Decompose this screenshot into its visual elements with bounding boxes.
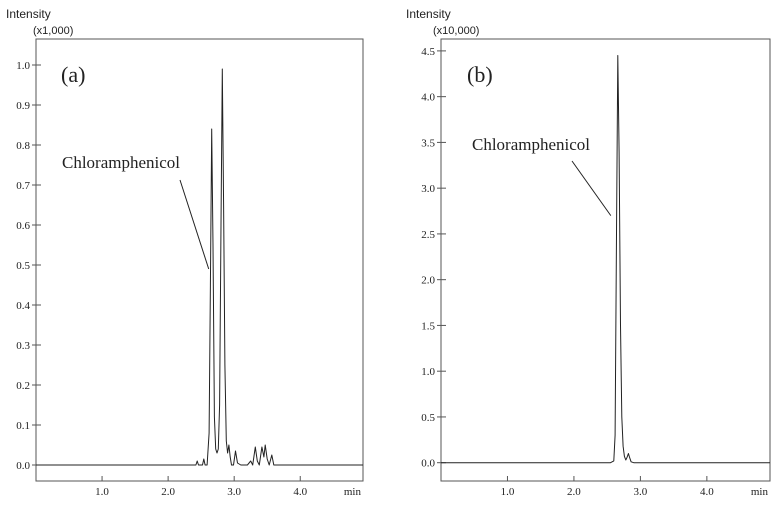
chart-panel-a: Intensity (x1,000) 0.0 0.1 0.2 0.3 0.4 0.5 0.6 0.… — [6, 7, 364, 498]
y-tick-label: 0.1 — [16, 420, 30, 432]
x-tick-label: 3.0 — [227, 486, 241, 498]
y-tick-label: 1.0 — [16, 60, 30, 72]
annotation-leader-line — [179, 179, 210, 270]
y-tick-label: 0.3 — [16, 340, 30, 352]
x-tick-label: 4.0 — [293, 486, 307, 498]
plot-frame — [35, 38, 364, 482]
panel-label: (b) — [467, 62, 493, 87]
y-tick-label: 0.6 — [16, 220, 30, 232]
y-scale-label: (x1,000) — [33, 25, 73, 37]
plot-frame — [440, 38, 771, 482]
y-axis-label: Intensity — [406, 7, 451, 21]
y-tick-label: 2.0 — [421, 275, 435, 287]
peak-annotation: Chloramphenicol — [472, 135, 590, 154]
chart-panel-b: Intensity (x10,000) 0.0 0.5 1.0 1.5 2.0 2.5 3.0 3… — [406, 7, 771, 498]
x-tick-label: 3.0 — [634, 486, 648, 498]
panel-label: (a) — [61, 62, 85, 87]
y-tick-label: 0.8 — [16, 140, 30, 152]
x-axis-label: min — [751, 486, 769, 498]
y-tick-label: 4.0 — [421, 92, 435, 104]
y-tick-label: 2.5 — [421, 229, 435, 241]
y-tick-label: 1.0 — [421, 366, 435, 378]
y-axis-label: Intensity — [6, 7, 51, 21]
y-tick-label: 4.5 — [421, 46, 435, 58]
y-tick-label: 0.4 — [16, 300, 30, 312]
y-tick-label: 0.7 — [16, 180, 30, 192]
y-tick-label: 0.0 — [421, 458, 435, 470]
x-tick-label: 2.0 — [567, 486, 581, 498]
x-axis-label: min — [344, 486, 362, 498]
y-tick-label: 1.5 — [421, 320, 435, 332]
annotation-leader-line — [571, 160, 612, 216]
y-tick-label: 3.0 — [421, 183, 435, 195]
x-tick-label: 4.0 — [700, 486, 714, 498]
peak-annotation: Chloramphenicol — [62, 153, 180, 172]
y-tick-label: 0.5 — [421, 412, 435, 424]
chromatogram-trace — [36, 68, 363, 466]
x-tick-label: 1.0 — [95, 486, 109, 498]
y-tick-label: 0.9 — [16, 100, 30, 112]
y-tick-label: 0.2 — [16, 380, 30, 392]
y-scale-label: (x10,000) — [433, 25, 479, 37]
chromatogram-trace — [441, 55, 770, 464]
y-tick-label: 0.5 — [16, 260, 30, 272]
x-tick-label: 2.0 — [161, 486, 175, 498]
y-tick-label: 3.5 — [421, 137, 435, 149]
y-tick-label: 0.0 — [16, 460, 30, 472]
x-tick-label: 1.0 — [501, 486, 515, 498]
